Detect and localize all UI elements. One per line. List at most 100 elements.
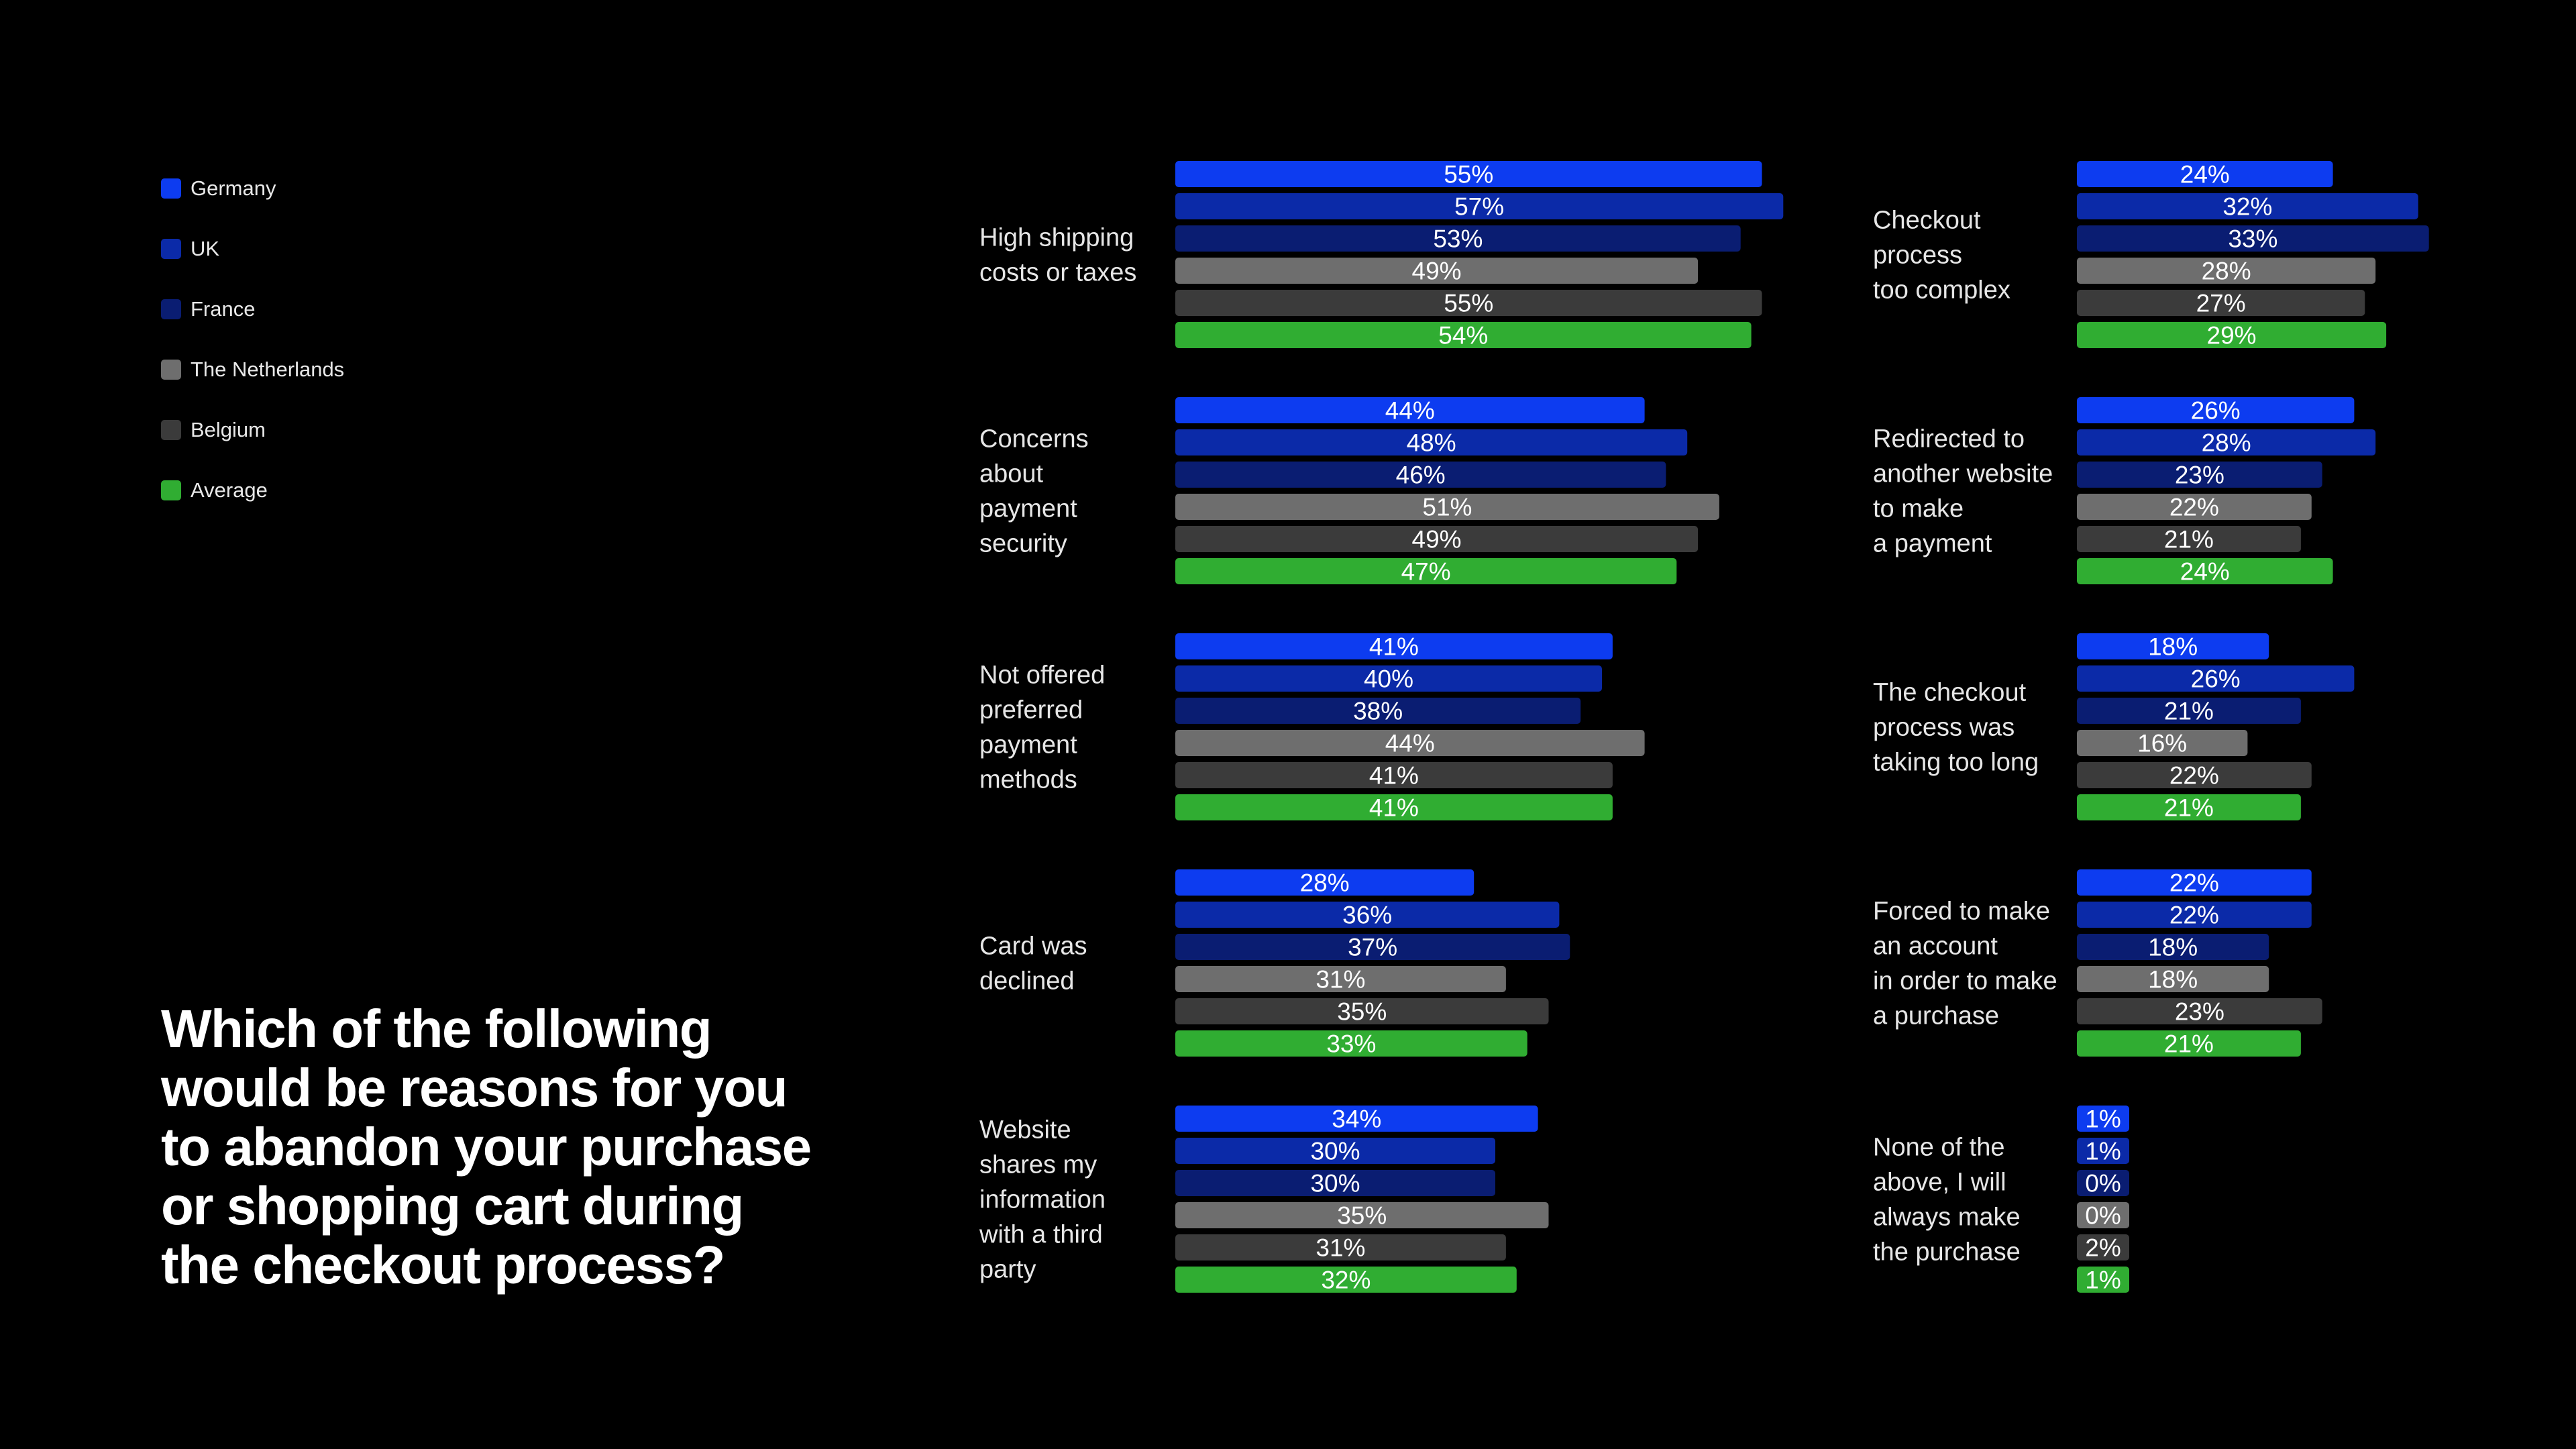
group-label-line: Checkout xyxy=(1873,207,1981,235)
group-label-line: payment xyxy=(979,495,1077,523)
bar-value-label: 30% xyxy=(1310,1138,1360,1165)
bar-value-label: 41% xyxy=(1369,762,1419,790)
bar xyxy=(1175,730,1645,756)
group-label-line: information xyxy=(979,1186,1106,1214)
bar-group: Forced to make an account in order to make… xyxy=(1873,869,2322,1058)
bar-value-label: 37% xyxy=(1348,934,1397,961)
group-label-line: the purchase xyxy=(1873,1238,2021,1267)
bar-value-label: 21% xyxy=(2164,698,2214,725)
bar-value-label: 1% xyxy=(2085,1138,2121,1165)
bar xyxy=(1175,494,1719,520)
bar-value-label: 32% xyxy=(1321,1267,1371,1294)
bar-value-label: 1% xyxy=(2085,1106,2121,1133)
bar-value-label: 35% xyxy=(1337,1202,1387,1230)
legend-item: France xyxy=(161,279,344,339)
bar xyxy=(1175,558,1677,584)
bar xyxy=(2077,665,2355,692)
bar xyxy=(1175,998,1549,1024)
bar xyxy=(2077,225,2429,252)
legend: Germany UK France The Netherlands Belgium Ave… xyxy=(161,158,344,521)
bar xyxy=(1175,902,1560,928)
group-label-line: with a third xyxy=(979,1221,1103,1249)
group-label-line: in order to make xyxy=(1873,967,2057,996)
bar-group: Concerns about payment security 44% 48% 46% 51%… xyxy=(979,397,1719,586)
bar xyxy=(2077,1234,2129,1260)
legend-item: The Netherlands xyxy=(161,339,344,400)
bar xyxy=(2077,794,2301,820)
bar-value-label: 31% xyxy=(1316,966,1365,994)
bar xyxy=(1175,665,1602,692)
group-label-line: Redirected to xyxy=(1873,425,2025,453)
bar xyxy=(2077,998,2322,1024)
legend-swatch xyxy=(161,420,181,440)
group-label: Forced to make an account in order to make… xyxy=(1873,898,2057,1030)
bar-value-label: 34% xyxy=(1332,1106,1381,1133)
bar-value-label: 24% xyxy=(2180,161,2230,189)
bar-value-label: 1% xyxy=(2085,1267,2121,1294)
bar-value-label: 28% xyxy=(2202,258,2251,285)
group-label-line: another website xyxy=(1873,460,2053,488)
bar-value-label: 0% xyxy=(2085,1202,2121,1230)
bar-value-label: 54% xyxy=(1438,322,1488,350)
bar xyxy=(1175,429,1688,455)
legend-swatch xyxy=(161,239,181,259)
group-label: Card was declined xyxy=(979,932,1087,996)
bar-value-label: 36% xyxy=(1342,902,1392,929)
group-label-line: High shipping xyxy=(979,224,1134,252)
bar xyxy=(1175,1170,1495,1196)
bar xyxy=(2077,1138,2129,1164)
bar xyxy=(1175,1202,1549,1228)
bar xyxy=(1175,397,1645,423)
bar-group: Not offered preferred payment methods 41% 40%… xyxy=(979,633,1645,822)
bar-value-label: 53% xyxy=(1433,225,1483,253)
bar-value-label: 55% xyxy=(1444,290,1493,317)
group-label-line: a payment xyxy=(1873,530,1992,558)
legend-swatch xyxy=(161,178,181,199)
group-label: High shipping costs or taxes xyxy=(979,224,1136,287)
bar-value-label: 18% xyxy=(2148,934,2198,961)
question-title: Which of the following would be reasons … xyxy=(161,999,812,1295)
bar-value-label: 40% xyxy=(1364,665,1413,693)
bar-value-label: 21% xyxy=(2164,1030,2214,1058)
bar-value-label: 26% xyxy=(2191,665,2241,693)
legend-label: The Netherlands xyxy=(191,358,345,381)
bar xyxy=(2077,730,2248,756)
bar xyxy=(1175,794,1613,820)
bar-value-label: 41% xyxy=(1369,794,1419,822)
group-label-line: a purchase xyxy=(1873,1002,1999,1030)
group-label-line: Concerns xyxy=(979,425,1089,453)
bar-value-label: 0% xyxy=(2085,1170,2121,1197)
bar xyxy=(2077,462,2322,488)
bar xyxy=(2077,902,2312,928)
bar-group: Redirected to another website to make a pay… xyxy=(1873,397,2376,586)
group-label-line: process was xyxy=(1873,714,2015,742)
group-label-line: Card was xyxy=(979,932,1087,961)
bar-value-label: 21% xyxy=(2164,794,2214,822)
legend-swatch xyxy=(161,480,181,500)
bar-value-label: 22% xyxy=(2169,902,2219,929)
bar-value-label: 16% xyxy=(2137,730,2187,757)
bar xyxy=(2077,966,2269,992)
group-label-line: to make xyxy=(1873,495,1964,523)
bar xyxy=(1175,258,1699,284)
bar-value-label: 51% xyxy=(1422,494,1472,521)
bar-value-label: 57% xyxy=(1454,193,1504,221)
legend-label: France xyxy=(191,297,256,321)
bar xyxy=(1175,462,1666,488)
group-label-line: about xyxy=(979,460,1044,488)
bar-value-label: 22% xyxy=(2169,869,2219,897)
bar-value-label: 41% xyxy=(1369,633,1419,661)
group-label: Concerns about payment security xyxy=(979,425,1089,558)
bar-group: Website shares my information with a third p… xyxy=(979,1106,1549,1294)
bar-value-label: 31% xyxy=(1316,1234,1365,1262)
group-label-line: methods xyxy=(979,766,1077,794)
bar-value-label: 18% xyxy=(2148,633,2198,661)
bar-value-label: 46% xyxy=(1396,462,1446,489)
bar-value-label: 28% xyxy=(2202,429,2251,457)
bar xyxy=(2077,1202,2129,1228)
bar-value-label: 26% xyxy=(2191,397,2241,425)
group-label-line: too complex xyxy=(1873,276,2010,305)
bar xyxy=(1175,1267,1517,1293)
group-label-line: Website xyxy=(979,1116,1071,1144)
group-label-line: taking too long xyxy=(1873,749,2039,777)
